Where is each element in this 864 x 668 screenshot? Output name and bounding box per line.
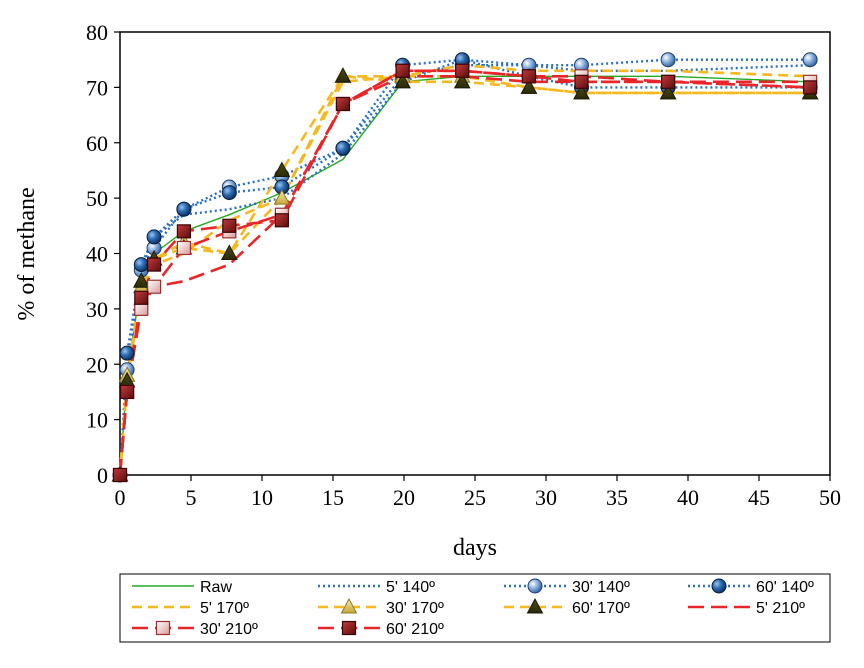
x-tick-label: 20	[393, 485, 415, 510]
data-point	[221, 185, 237, 201]
x-tick-label: 15	[322, 485, 344, 510]
data-point	[112, 467, 128, 483]
data-point	[802, 52, 818, 68]
data-point	[394, 72, 411, 89]
legend-label: Raw	[200, 579, 232, 596]
data-point	[335, 140, 351, 156]
legend-entry: 30' 170º	[318, 597, 444, 617]
legend-marker	[527, 578, 543, 594]
legend-marker	[341, 620, 357, 636]
legend-entry: 5' 140º	[318, 579, 435, 596]
data-point	[574, 74, 589, 89]
data-point	[660, 52, 676, 68]
legend-entry: 60' 140º	[688, 578, 814, 596]
data-point	[132, 272, 150, 288]
data-point	[222, 218, 237, 233]
legend-marker	[526, 597, 544, 614]
data-point	[119, 345, 135, 361]
legend-entry: 60' 210º	[318, 620, 444, 638]
x-axis-title: days	[453, 535, 497, 561]
data-point	[119, 384, 135, 400]
legend-label: 60' 140º	[756, 579, 814, 596]
y-tick-label: 70	[86, 75, 108, 100]
data-point	[661, 74, 676, 89]
legend-marker	[340, 597, 358, 614]
data-point	[273, 161, 291, 177]
x-tick-label: 25	[464, 485, 486, 510]
x-tick-label: 35	[606, 485, 628, 510]
x-tick-label: 45	[748, 485, 770, 510]
data-point	[146, 279, 162, 294]
data-point	[455, 63, 470, 78]
legend-label: 60' 210º	[386, 621, 444, 638]
legend-entry: 5' 210º	[688, 600, 805, 617]
data-point	[176, 201, 192, 217]
y-tick-label: 60	[86, 131, 108, 156]
data-point	[146, 257, 162, 272]
data-point	[453, 72, 471, 89]
legend-label: 5' 140º	[386, 579, 435, 596]
data-point	[335, 96, 351, 112]
legend-label: 30' 170º	[386, 600, 444, 617]
y-tick-label: 0	[97, 463, 108, 488]
data-point	[334, 67, 352, 83]
x-tick-label: 30	[535, 485, 557, 510]
x-tick-label: 0	[115, 485, 126, 510]
legend-label: 60' 170º	[572, 600, 630, 617]
x-tick-label: 5	[186, 485, 197, 510]
data-point	[133, 257, 149, 273]
y-axis-title: % of methane	[14, 187, 40, 320]
legend-entry: 5' 170º	[132, 600, 249, 617]
legend-entry: 60' 170º	[504, 597, 630, 617]
data-point	[176, 224, 191, 239]
legend-label: 30' 140º	[572, 579, 630, 596]
legend-label: 5' 170º	[200, 600, 249, 617]
data-point	[803, 80, 818, 95]
legend-marker	[711, 578, 727, 594]
legend-entry: 30' 210º	[132, 620, 258, 638]
y-tick-label: 30	[86, 297, 108, 322]
data-point	[134, 290, 149, 305]
data-point	[659, 83, 677, 100]
y-tick-label: 10	[86, 408, 108, 433]
data-point	[146, 229, 162, 245]
plot-area	[119, 31, 831, 476]
y-tick-label: 50	[86, 186, 108, 211]
legend-entry: 30' 140º	[504, 578, 630, 596]
data-point	[221, 244, 238, 260]
y-tick-label: 40	[86, 242, 108, 267]
legend-label: 5' 210º	[756, 600, 805, 617]
data-point	[521, 69, 537, 84]
series-line	[118, 63, 811, 476]
data-point	[573, 83, 590, 100]
data-point	[176, 240, 191, 256]
data-point	[274, 213, 289, 228]
data-point	[273, 189, 291, 205]
x-tick-label: 10	[251, 485, 273, 510]
legend-marker	[155, 620, 171, 636]
x-tick-label: 50	[819, 485, 841, 510]
y-tick-label: 80	[86, 20, 108, 45]
y-tick-label: 20	[86, 352, 108, 377]
legend-label: 30' 210º	[200, 621, 258, 638]
data-point	[395, 63, 410, 78]
x-tick-label: 40	[677, 485, 699, 510]
data-point	[520, 78, 538, 94]
legend-entry: Raw	[132, 579, 232, 596]
